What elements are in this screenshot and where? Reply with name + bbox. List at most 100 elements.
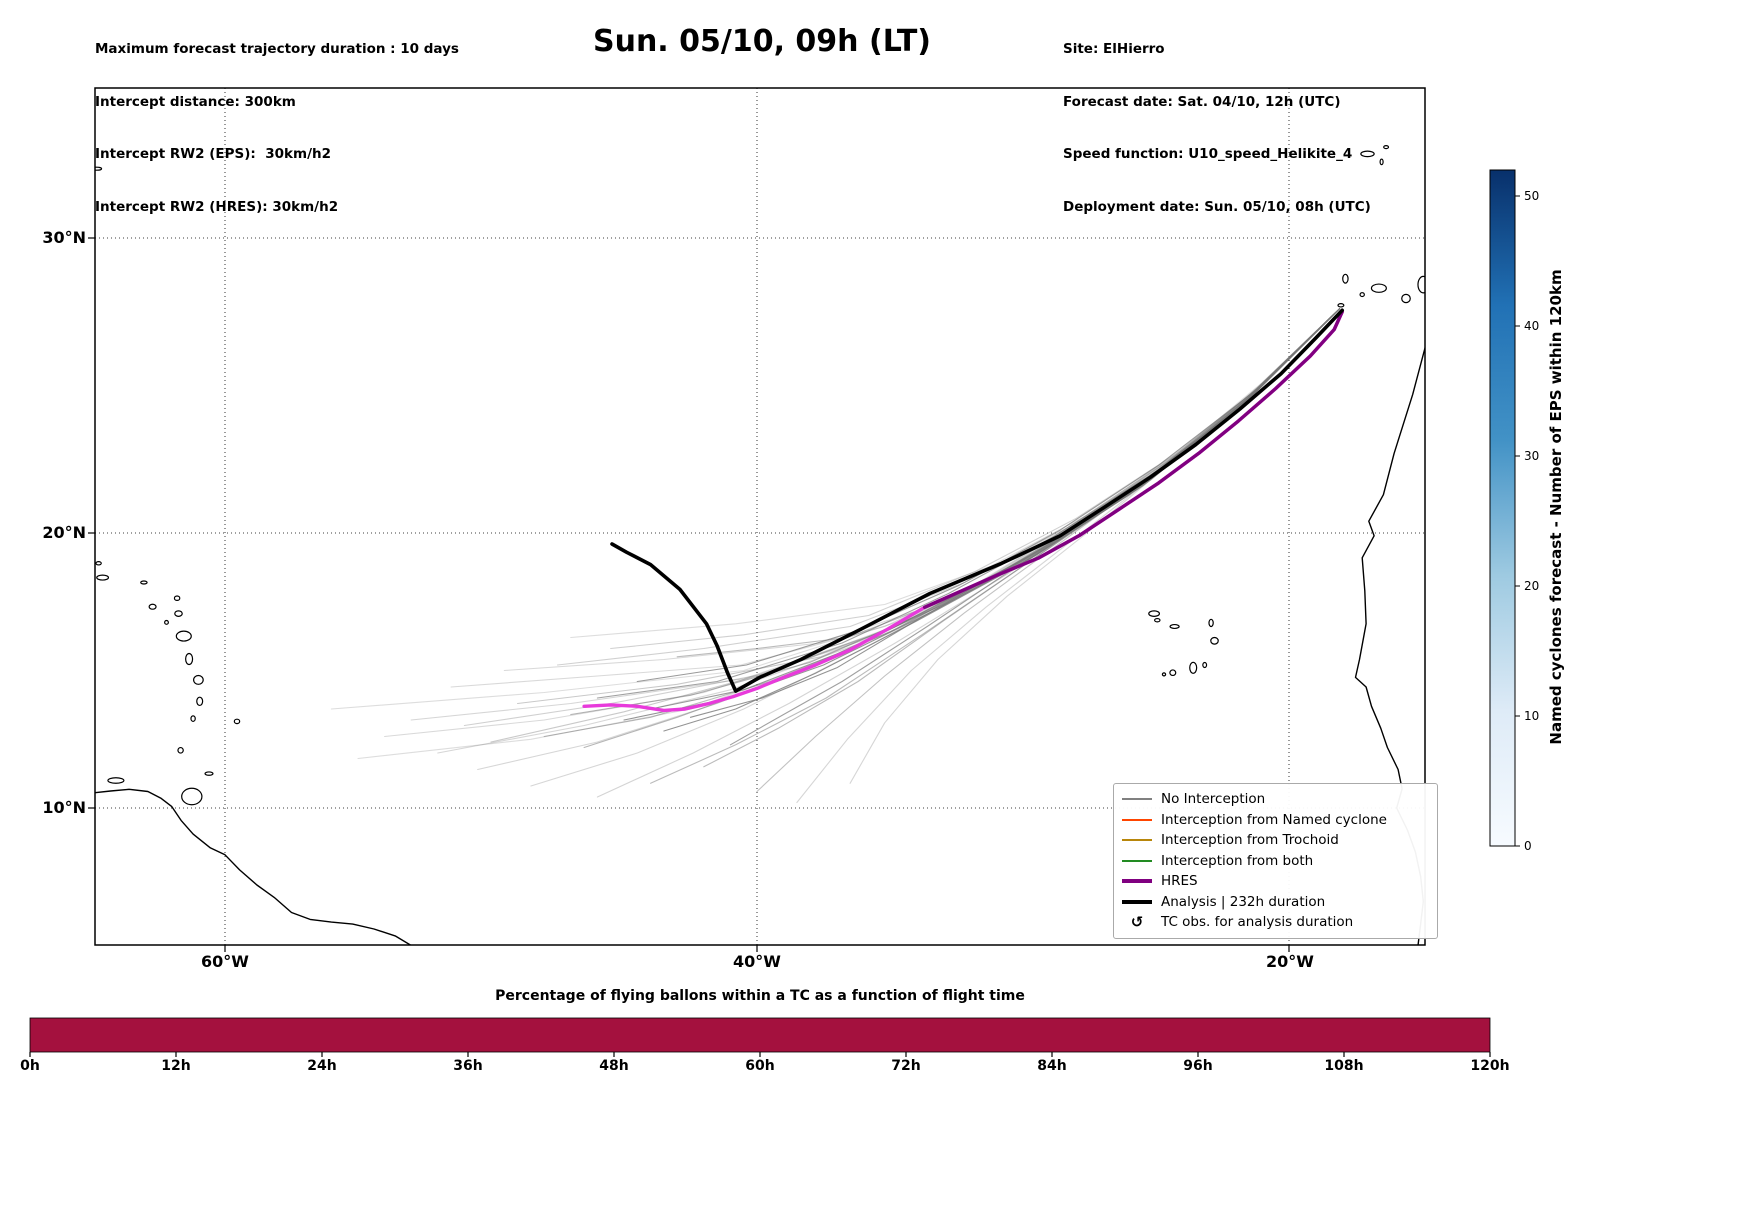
island-outline: [204, 771, 214, 776]
island-outline: [1169, 669, 1177, 677]
x-axis-tick-label: 20°W: [1266, 952, 1314, 971]
bottom-tick-label: 120h: [1470, 1058, 1510, 1074]
colorbar-gradient: [1489, 169, 1516, 847]
bottom-chart-title: Percentage of flying ballons within a TC…: [495, 988, 1025, 1004]
flight-time-percentage-bar: [29, 1017, 1491, 1053]
purple-line-swatch: [1122, 879, 1152, 884]
island-outline: [1379, 158, 1384, 166]
x-axis-tick-label: 60°W: [201, 952, 249, 971]
island-outline: [175, 630, 192, 642]
island-outline: [190, 715, 196, 722]
olive-line-swatch: [1122, 839, 1152, 842]
island-outline: [164, 619, 169, 625]
ensemble-trajectory: [729, 308, 1341, 746]
legend-label: Interception from both: [1161, 852, 1314, 869]
island-outline: [1208, 618, 1214, 628]
legend-label: No Interception: [1161, 791, 1266, 808]
island-outline: [1154, 617, 1161, 623]
island-outline: [96, 574, 110, 581]
bottom-tick-label: 24h: [307, 1058, 337, 1074]
track-hres-east-overlay: [922, 310, 1344, 609]
ensemble-trajectory: [849, 308, 1341, 784]
legend-item-analysis: Analysis | 232h duration: [1122, 892, 1429, 913]
legend-item-trochoid: Interception from Trochoid: [1122, 830, 1429, 851]
coastline: [95, 788, 412, 945]
ensemble-trajectory: [596, 308, 1341, 699]
ensemble-trajectory: [437, 308, 1341, 754]
ensemble-trajectory: [796, 308, 1341, 804]
legend-item-hres: HRES: [1122, 871, 1429, 892]
colorbar-tick-label: 20: [1524, 579, 1539, 593]
legend-label: Interception from Named cyclone: [1161, 811, 1387, 828]
green-line-swatch: [1122, 859, 1152, 862]
gray-line-swatch: [1122, 798, 1152, 801]
ensemble-trajectory: [676, 308, 1341, 658]
colorbar-tick-label: 30: [1524, 449, 1539, 463]
ensemble-trajectory: [357, 308, 1341, 760]
ensemble-trajectory: [703, 308, 1341, 768]
island-outline: [1383, 145, 1390, 150]
island-outline: [1210, 636, 1219, 645]
island-outline: [174, 610, 183, 617]
bottom-tick-label: 48h: [599, 1058, 629, 1074]
island-outline: [1359, 292, 1365, 298]
ensemble-trajectory: [410, 308, 1341, 721]
ensemble-trajectory: [636, 308, 1341, 683]
bottom-tick-label: 96h: [1183, 1058, 1213, 1074]
bottom-tick-label: 108h: [1324, 1058, 1364, 1074]
header-right-line: Site: ElHierro: [1063, 41, 1165, 57]
ensemble-trajectory: [543, 308, 1341, 738]
orange-line-swatch: [1122, 818, 1152, 821]
header-left-line: Intercept RW2 (EPS): 30km/h2: [95, 146, 331, 162]
island-outline: [1202, 661, 1208, 669]
legend-item-both: Interception from both: [1122, 851, 1429, 872]
colorbar-tick-label: 50: [1524, 189, 1539, 203]
legend-label: Analysis | 232h duration: [1161, 893, 1326, 910]
map-content: [95, 145, 1425, 945]
track-analysis-232h-duration: [610, 308, 1344, 693]
bottom-tick-label: 60h: [745, 1058, 775, 1074]
island-outline: [1360, 150, 1375, 158]
island-outline: [185, 652, 194, 666]
island-outline: [1337, 303, 1345, 308]
ensemble-trajectory: [570, 308, 1341, 716]
ensemble-trajectory: [583, 308, 1341, 749]
island-outline: [1370, 283, 1387, 293]
island-outline: [1401, 293, 1411, 304]
legend-item-named-cyclone: Interception from Named cyclone: [1122, 810, 1429, 831]
bottom-tick-label: 84h: [1037, 1058, 1067, 1074]
island-outline: [233, 718, 241, 725]
ensemble-trajectory: [570, 308, 1341, 639]
ensemble-trajectory: [477, 308, 1341, 771]
y-axis-tick-label: 30°N: [42, 228, 86, 247]
bottom-tick-label: 0h: [20, 1058, 40, 1074]
island-outline: [1417, 275, 1425, 294]
island-outline: [107, 777, 125, 784]
colorbar-tick-label: 10: [1524, 709, 1539, 723]
page-title: Sun. 05/10, 09h (LT): [592, 24, 932, 59]
y-axis-tick-label: 20°N: [42, 523, 86, 542]
legend-item-no-interception: No Interception: [1122, 789, 1429, 810]
island-outline: [173, 595, 181, 602]
legend-label: Interception from Trochoid: [1161, 832, 1339, 849]
ensemble-trajectory: [490, 308, 1341, 743]
colorbar-tick-label: 40: [1524, 319, 1539, 333]
island-outline: [181, 787, 203, 806]
ensemble-trajectory: [623, 308, 1341, 721]
ensemble-trajectory: [610, 308, 1341, 650]
cyclone-symbol-icon: ↺: [1130, 912, 1144, 931]
legend-item-tc-obs: ↺ TC obs. for analysis duration: [1122, 912, 1429, 933]
header-right-line: Speed function: U10_speed_Helikite_4: [1063, 146, 1353, 162]
island-outline: [1342, 273, 1349, 284]
island-outline: [177, 746, 184, 754]
map-border: [94, 87, 1426, 946]
bottom-tick-label: 72h: [891, 1058, 921, 1074]
header-right-line: Forecast date: Sat. 04/10, 12h (UTC): [1063, 93, 1341, 110]
island-outline: [95, 166, 103, 171]
header-left-line: Intercept RW2 (HRES): 30km/h2: [95, 198, 339, 215]
island-outline: [148, 603, 157, 610]
y-axis-tick-label: 10°N: [42, 798, 86, 817]
legend: No Interception Interception from Named …: [1113, 783, 1438, 939]
island-outline: [95, 561, 102, 566]
island-outline: [1148, 610, 1161, 617]
